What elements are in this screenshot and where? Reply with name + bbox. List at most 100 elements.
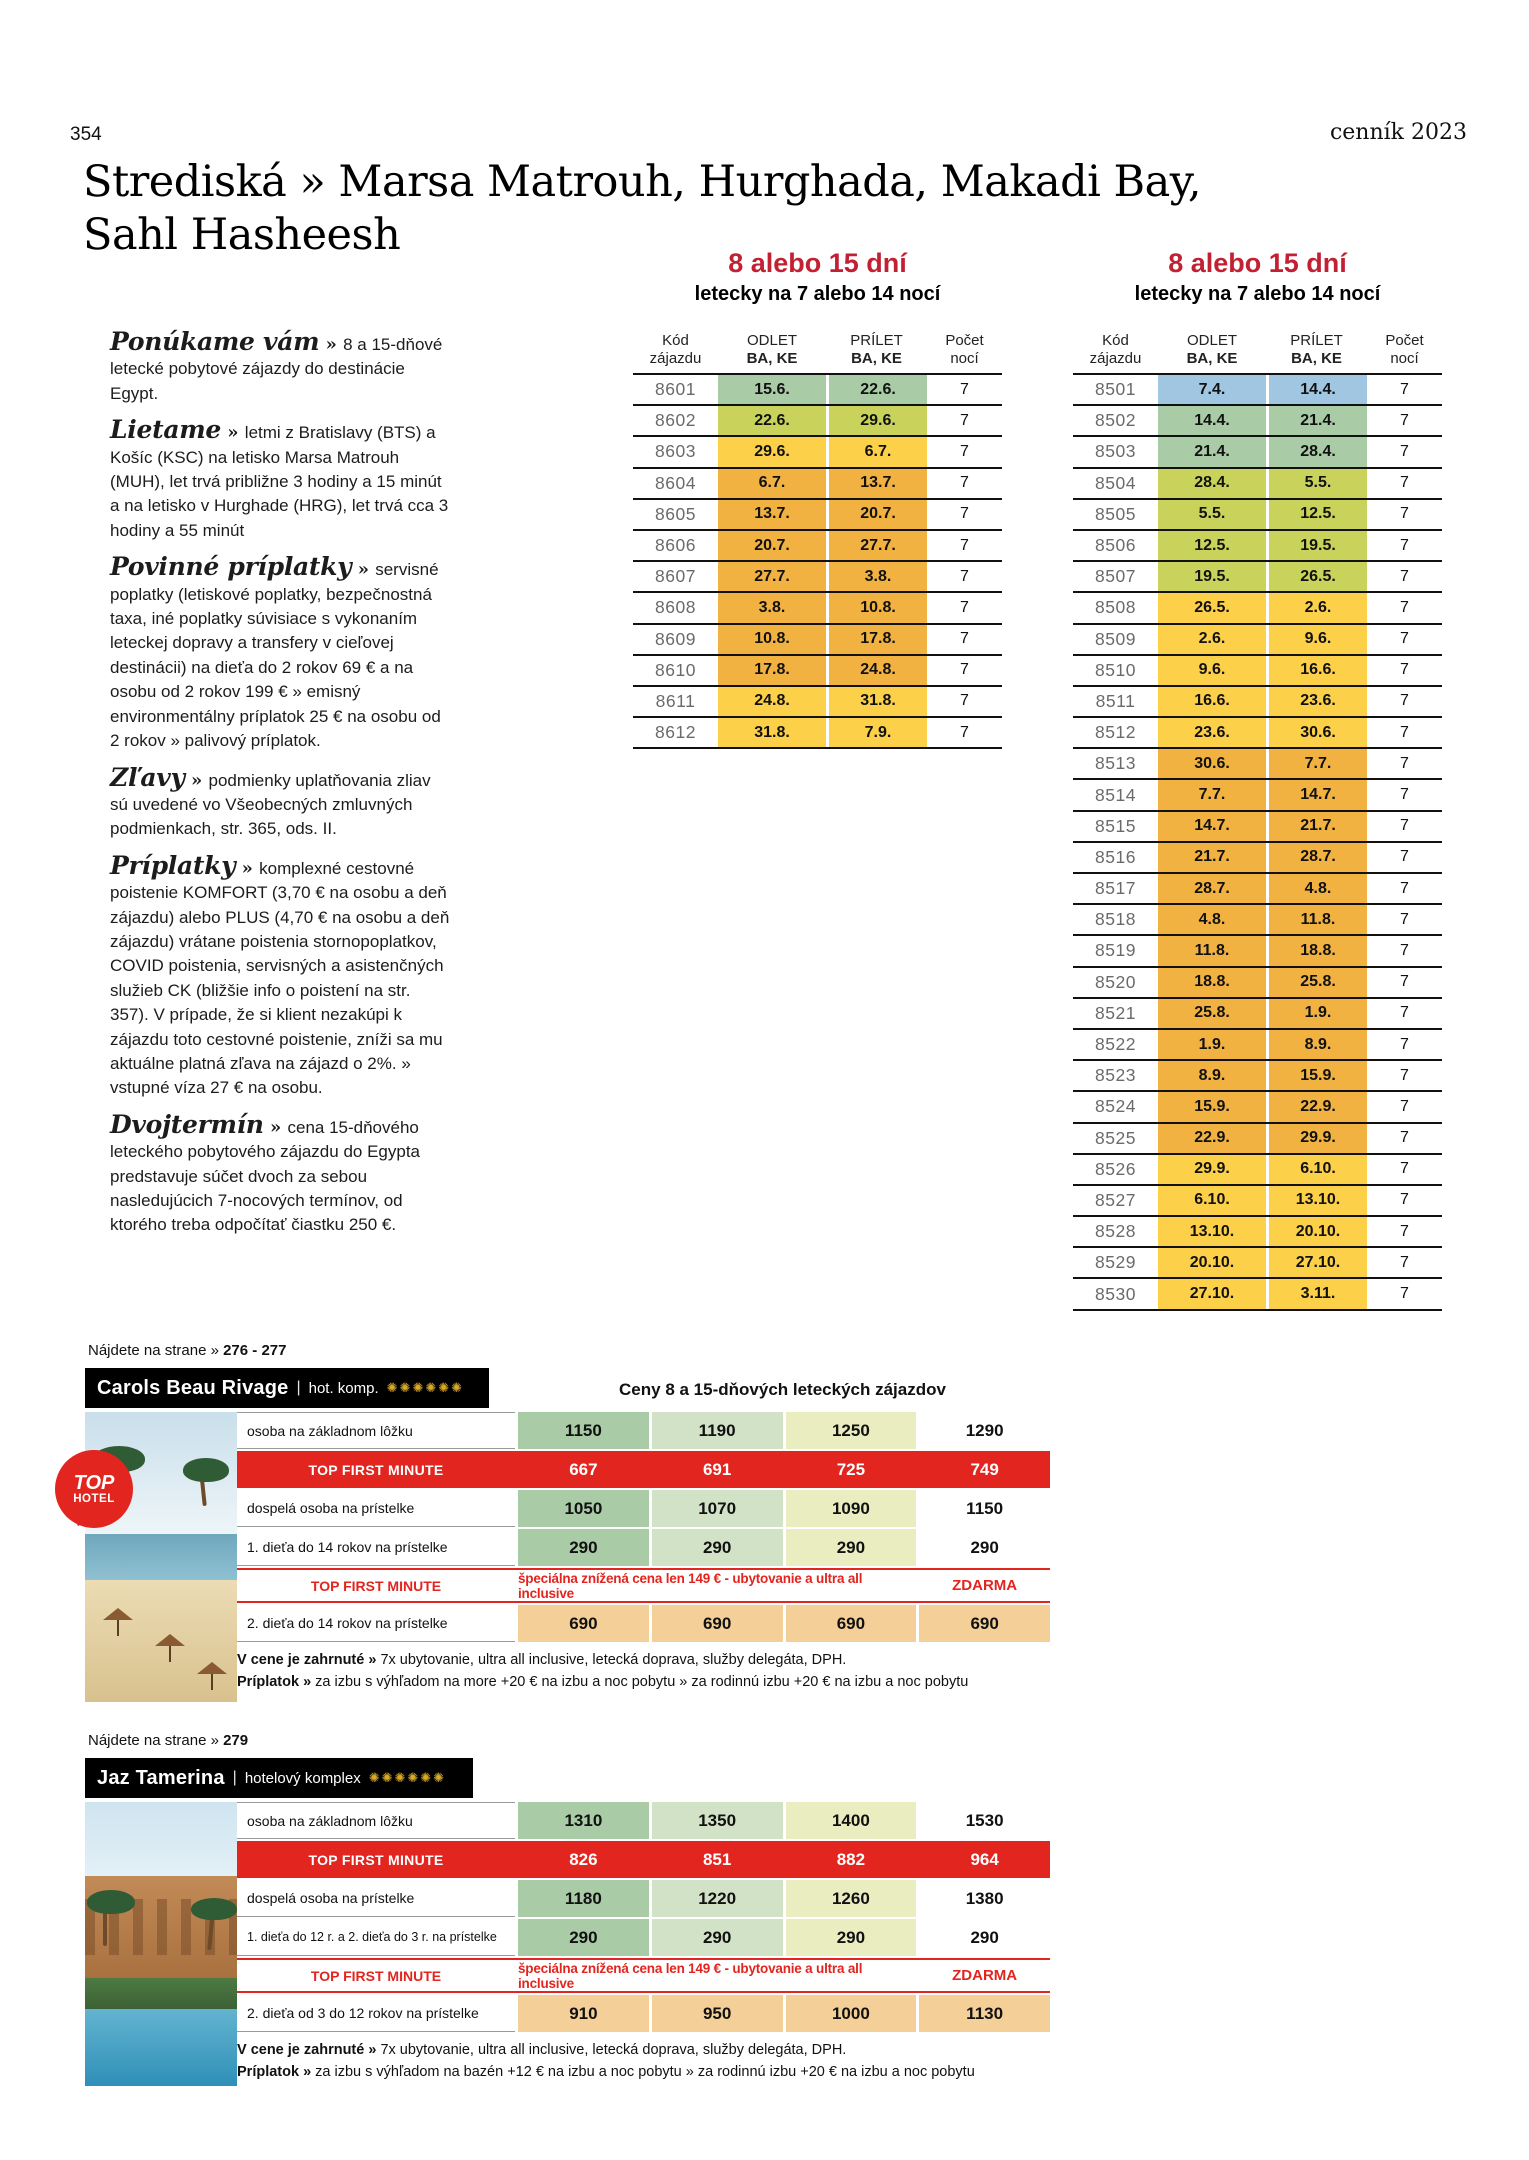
nights-count: 7 <box>1400 848 1409 866</box>
arrival-date: 29.6. <box>826 406 927 436</box>
nights-count: 7 <box>1400 817 1409 835</box>
flight-row: 8609 10.8. 17.8. 7 <box>633 624 1002 656</box>
departure-date: 26.5. <box>1158 593 1266 623</box>
price-cell: 290 <box>785 1529 917 1566</box>
info-paragraph: Ponúkame vám » 8 a 15-dňové letecké poby… <box>110 327 450 406</box>
info-paragraph: Zľavy » podmienky uplatňovania zliav sú … <box>110 765 450 842</box>
departure-date: 13.7. <box>718 499 826 529</box>
nights-count: 7 <box>960 567 969 585</box>
price-row-label: TOP FIRST MINUTE <box>308 1461 444 1478</box>
flight-table-season: 8 alebo 15 dní letecky na 7 alebo 14 noc… <box>1073 248 1442 1311</box>
arrival-date: 1.9. <box>1266 998 1367 1028</box>
palm-trunk <box>103 1904 107 1946</box>
hotel-header-bar: Carols Beau Rivage | hot. komp. ✺✺✺✺✺✺ <box>85 1368 489 1408</box>
edition-label: cenník 2023 <box>1329 120 1467 145</box>
promo-free-label: ZDARMA <box>952 1577 1018 1594</box>
arrival-date: 10.8. <box>826 593 927 623</box>
price-row-label: 2. dieťa od 3 do 12 rokov na prístelke <box>237 1995 515 2032</box>
price-cell: 910 <box>518 1995 649 2032</box>
price-row: TOP FIRST MINUTE 826 851 882 964 <box>237 1841 1050 1878</box>
departure-date: 7.7. <box>1158 780 1266 810</box>
price-row: osoba na základnom lôžku 1150 1190 1250 1290 <box>237 1412 1050 1449</box>
arrival-date: 11.8. <box>1266 905 1367 935</box>
arrival-date: 31.8. <box>826 686 927 717</box>
nights-count: 7 <box>1400 567 1409 585</box>
departure-date: 4.8. <box>1158 905 1266 935</box>
tour-code: 8512 <box>1095 722 1136 743</box>
hotel-footnote: V cene je zahrnuté » 7x ubytovanie, ultr… <box>237 1650 1050 1693</box>
tour-code: 8523 <box>1095 1065 1136 1086</box>
departure-date: 11.8. <box>1158 936 1266 966</box>
flight-row: 8603 29.6. 6.7. 7 <box>633 437 1002 469</box>
column-header-line1: PRÍLET <box>850 332 903 349</box>
price-cell: 1190 <box>651 1412 783 1449</box>
arrival-date: 2.6. <box>1266 593 1367 623</box>
flight-row: 8513 30.6. 7.7. 7 <box>1073 749 1442 781</box>
column-header: Kód zájazdu <box>633 332 718 368</box>
tour-code: 8501 <box>1095 379 1136 400</box>
flight-row: 8506 12.5. 19.5. 7 <box>1073 530 1442 563</box>
column-header: Kód zájazdu <box>1073 332 1158 368</box>
price-cell: 290 <box>651 1529 783 1566</box>
departure-date: 29.6. <box>718 437 826 467</box>
find-pages: 279 <box>223 1732 249 1749</box>
price-cell: 290 <box>651 1919 783 1956</box>
included-text: 7x ubytovanie, ultra all inclusive, lete… <box>380 2042 847 2058</box>
departure-date: 16.6. <box>1158 686 1266 717</box>
arrival-date: 29.9. <box>1266 1123 1367 1153</box>
tour-code: 8608 <box>655 597 696 618</box>
beach-umbrella-icon <box>197 1662 227 1674</box>
page-number: 354 <box>70 124 102 145</box>
arrival-date: 13.10. <box>1266 1185 1367 1216</box>
paragraph-text: letmi z Bratislavy (BTS) a Košíc (KSC) n… <box>110 423 449 540</box>
badge-line2: HOTEL <box>73 1492 115 1505</box>
tour-code: 8528 <box>1095 1221 1136 1242</box>
price-row: TOP FIRST MINUTE 667 691 725 749 <box>237 1451 1050 1488</box>
flight-row: 8501 7.4. 14.4. 7 <box>1073 375 1442 407</box>
departure-date: 2.6. <box>1158 624 1266 654</box>
flight-row: 8519 11.8. 18.8. 7 <box>1073 936 1442 968</box>
price-row-label: TOP FIRST MINUTE <box>310 1967 442 1984</box>
price-cell: 1310 <box>518 1802 649 1839</box>
tour-code: 8522 <box>1095 1034 1136 1055</box>
price-row-label: 1. dieťa do 12 r. a 2. dieťa do 3 r. na … <box>237 1919 515 1956</box>
photo-pool <box>85 2009 237 2086</box>
find-on-page-note: Nájdete na strane » 279 <box>88 1732 248 1749</box>
flight-row: 8502 14.4. 21.4. 7 <box>1073 406 1442 438</box>
column-header-line2: BA, KE <box>1291 350 1342 367</box>
arrival-date: 28.7. <box>1266 842 1367 872</box>
surcharge-label: Príplatok » <box>237 1673 312 1690</box>
departure-date: 20.7. <box>718 530 826 561</box>
nights-count: 7 <box>1400 754 1409 772</box>
departure-date: 30.6. <box>1158 749 1266 779</box>
column-header: Počet nocí <box>1367 332 1442 368</box>
price-cell: 290 <box>919 1529 1050 1566</box>
hotel-price-table: osoba na základnom lôžku 1310 1350 1400 1530… <box>237 1802 1050 2034</box>
flight-row: 8610 17.8. 24.8. 7 <box>633 655 1002 687</box>
nights-count: 7 <box>1400 973 1409 991</box>
departure-date: 22.9. <box>1158 1123 1266 1153</box>
table-body: 8501 7.4. 14.4. 7 8502 14.4. 21.4. 7 8503 21.4. 28… <box>1073 375 1442 1311</box>
paragraph-lead: Povinné príplatky <box>110 552 352 582</box>
flight-row: 8515 14.7. 21.7. 7 <box>1073 811 1442 843</box>
paragraph-lead: Ponúkame vám <box>110 327 320 356</box>
column-header-line2: zájazdu <box>649 350 702 367</box>
included-label: V cene je zahrnuté » <box>237 1652 377 1668</box>
separator: | <box>296 1379 301 1396</box>
column-header: PRÍLET BA, KE <box>1266 332 1367 368</box>
flight-row: 8505 5.5. 12.5. 7 <box>1073 499 1442 531</box>
column-header-line1: Kód <box>662 332 689 349</box>
nights-count: 7 <box>960 505 969 523</box>
photo-garden <box>85 1978 237 2010</box>
table-heading-red: 8 alebo 15 dní <box>1168 248 1347 278</box>
flight-row: 8511 16.6. 23.6. 7 <box>1073 686 1442 719</box>
nights-count: 7 <box>1400 536 1409 554</box>
nights-count: 7 <box>1400 723 1409 741</box>
price-table-title: Ceny 8 a 15-dňových leteckých zájazdov <box>619 1380 946 1399</box>
nights-count: 7 <box>960 380 969 398</box>
find-on-page-note: Nájdete na strane » 276 - 277 <box>88 1342 286 1359</box>
price-cell: 826 <box>569 1849 598 1869</box>
hotel-footnote: V cene je zahrnuté » 7x ubytovanie, ultr… <box>237 2040 1050 2083</box>
page-title: Strediská » Marsa Matrouh, Hurghada, Mak… <box>83 156 1202 262</box>
departure-date: 1.9. <box>1158 1029 1266 1060</box>
